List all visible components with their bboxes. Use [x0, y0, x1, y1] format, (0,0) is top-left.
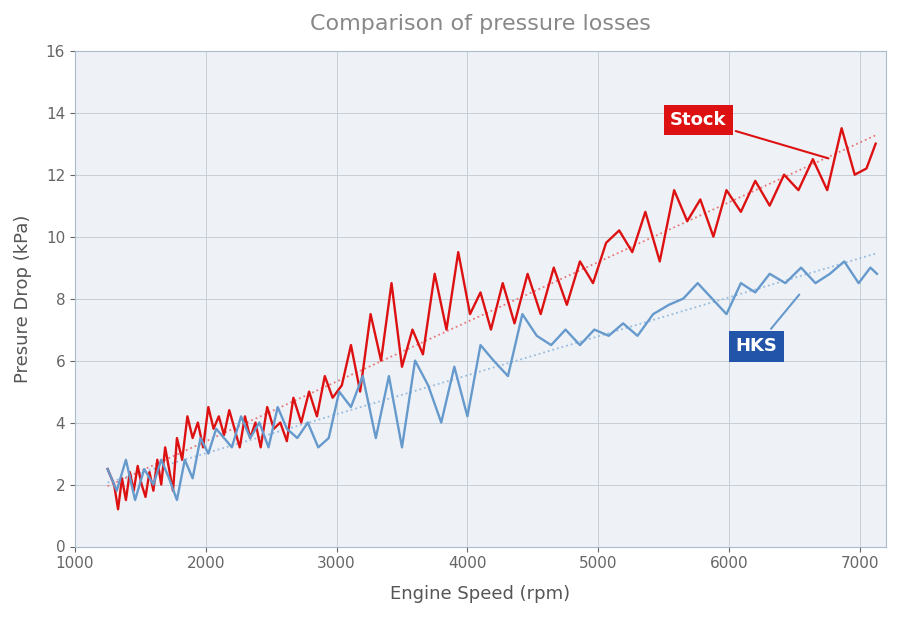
X-axis label: Engine Speed (rpm): Engine Speed (rpm): [391, 585, 571, 603]
Text: Stock: Stock: [670, 111, 829, 159]
Text: HKS: HKS: [735, 294, 799, 355]
Title: Comparison of pressure losses: Comparison of pressure losses: [310, 14, 651, 34]
Y-axis label: Presure Drop (kPa): Presure Drop (kPa): [14, 215, 32, 383]
